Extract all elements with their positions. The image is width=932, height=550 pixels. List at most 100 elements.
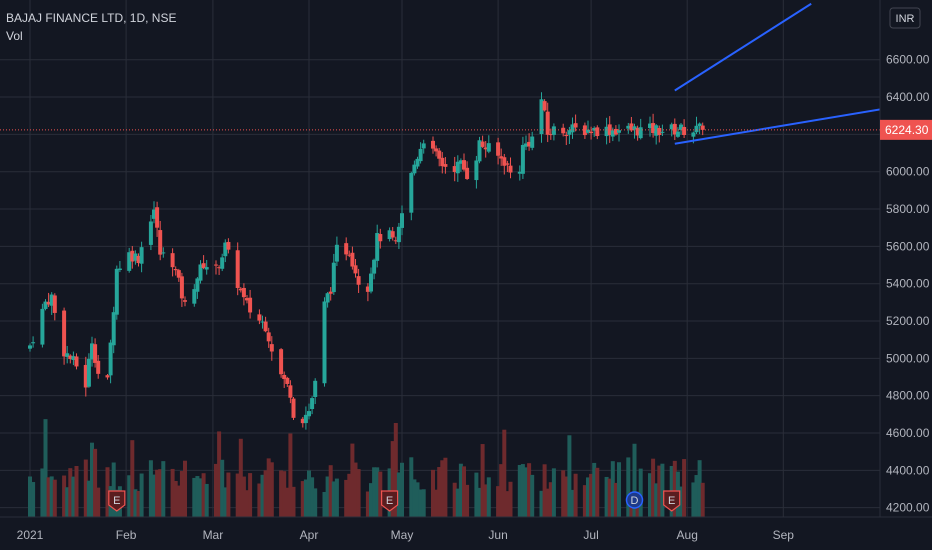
- candle-body: [434, 148, 439, 152]
- candle-body: [133, 253, 138, 261]
- candle-body: [632, 126, 637, 130]
- price-tick-label: 5800.00: [886, 202, 930, 216]
- volume-bar: [65, 487, 70, 517]
- volume-bar: [223, 487, 228, 517]
- candle-body: [672, 123, 677, 135]
- dividend-marker[interactable]: [625, 491, 644, 509]
- candle-body: [130, 250, 135, 262]
- candle-body: [604, 126, 609, 137]
- volume-bar: [545, 488, 550, 517]
- volume-bar: [291, 486, 296, 517]
- candle-body: [248, 297, 253, 313]
- volume-bar: [356, 469, 361, 517]
- candle-body: [418, 148, 423, 162]
- candle-body: [551, 126, 556, 135]
- volume-bar: [257, 483, 262, 517]
- volume-bar: [136, 490, 141, 517]
- candle-body: [356, 276, 361, 285]
- volume-bar: [331, 481, 336, 517]
- volume-bar: [502, 429, 507, 517]
- candle-body: [148, 221, 153, 245]
- currency-badge[interactable]: [889, 7, 921, 29]
- candle-body: [375, 233, 380, 261]
- volume-bar: [300, 481, 305, 517]
- volume-bar: [561, 470, 566, 517]
- volume-bar: [365, 491, 370, 517]
- candle-body: [235, 250, 240, 288]
- candle-body: [530, 136, 535, 148]
- volume-bar: [443, 457, 448, 517]
- price-candles: [28, 92, 705, 430]
- candle-body: [657, 127, 662, 136]
- candle-body: [505, 163, 510, 165]
- earnings-marker[interactable]: [663, 490, 681, 512]
- volume-bar: [195, 476, 200, 517]
- volume-bar: [400, 462, 404, 517]
- volume-bar: [542, 464, 547, 517]
- volume-bar: [700, 482, 705, 517]
- candle-body: [679, 124, 683, 130]
- volume-bar: [28, 476, 32, 517]
- time-tick-label: Apr: [300, 528, 319, 542]
- candle-body: [68, 355, 73, 360]
- candle-body: [86, 358, 91, 387]
- candle-body: [669, 124, 674, 130]
- candle-body: [564, 134, 569, 137]
- candle-body: [152, 209, 156, 219]
- time-tick-label: Feb: [116, 528, 137, 542]
- volume-bar: [179, 471, 184, 517]
- volume-bar: [90, 442, 94, 517]
- candle-body: [282, 374, 287, 380]
- candle-body: [114, 268, 119, 315]
- candle-body: [285, 377, 290, 384]
- volume-bar: [607, 478, 612, 517]
- candle-body: [226, 241, 231, 250]
- volume-bar: [610, 461, 615, 517]
- volume-bar: [49, 476, 54, 517]
- volume-bar: [589, 473, 594, 517]
- chart-legend: BAJAJ FINANCE LTD, 1D, NSE Vol: [6, 9, 176, 45]
- candle-body: [334, 244, 339, 262]
- trendline[interactable]: [674, 105, 899, 145]
- volume-bar: [651, 458, 656, 517]
- candle-body: [117, 268, 122, 270]
- volume-bar: [415, 482, 420, 517]
- volume-bar: [46, 477, 51, 517]
- time-tick-label: 2021: [17, 528, 44, 542]
- candle-body: [499, 156, 504, 159]
- time-axis[interactable]: 2021 Feb Mar Apr May Jun Jul Aug Sep: [0, 516, 932, 550]
- earnings-marker[interactable]: [381, 490, 399, 512]
- candle-body: [502, 157, 507, 166]
- candle-body: [313, 380, 318, 397]
- volume-bar: [127, 475, 132, 517]
- volume-bar: [313, 488, 318, 517]
- candle-body: [195, 278, 200, 292]
- volume-indicator-label[interactable]: Vol: [6, 29, 23, 43]
- candle-body: [269, 344, 274, 352]
- volume-bar: [288, 433, 293, 517]
- volume-bar: [214, 463, 218, 517]
- volume-bar: [325, 476, 330, 517]
- volume-bar: [161, 461, 166, 517]
- price-axis[interactable]: 6600.006400.006200.006000.005800.005600.…: [879, 0, 932, 550]
- volume-bar: [573, 473, 578, 517]
- candle-body: [421, 143, 426, 149]
- symbol-title[interactable]: BAJAJ FINANCE LTD, 1D, NSE: [6, 11, 177, 25]
- volume-bar: [570, 489, 575, 517]
- volume-bar: [133, 489, 138, 517]
- volume-bar: [396, 472, 401, 517]
- volume-bar: [567, 435, 572, 517]
- candle-body: [238, 288, 243, 291]
- volume-bar: [192, 477, 197, 517]
- candle-body: [524, 143, 528, 147]
- earnings-marker[interactable]: [108, 490, 126, 512]
- volume-bar: [31, 482, 36, 517]
- candle-body: [586, 129, 590, 133]
- candle-body: [90, 343, 94, 360]
- trendlines[interactable]: [674, 2, 899, 145]
- candle-body: [520, 144, 525, 174]
- volume-bar: [465, 484, 470, 517]
- trendline[interactable]: [674, 2, 812, 92]
- candle-body: [573, 123, 578, 128]
